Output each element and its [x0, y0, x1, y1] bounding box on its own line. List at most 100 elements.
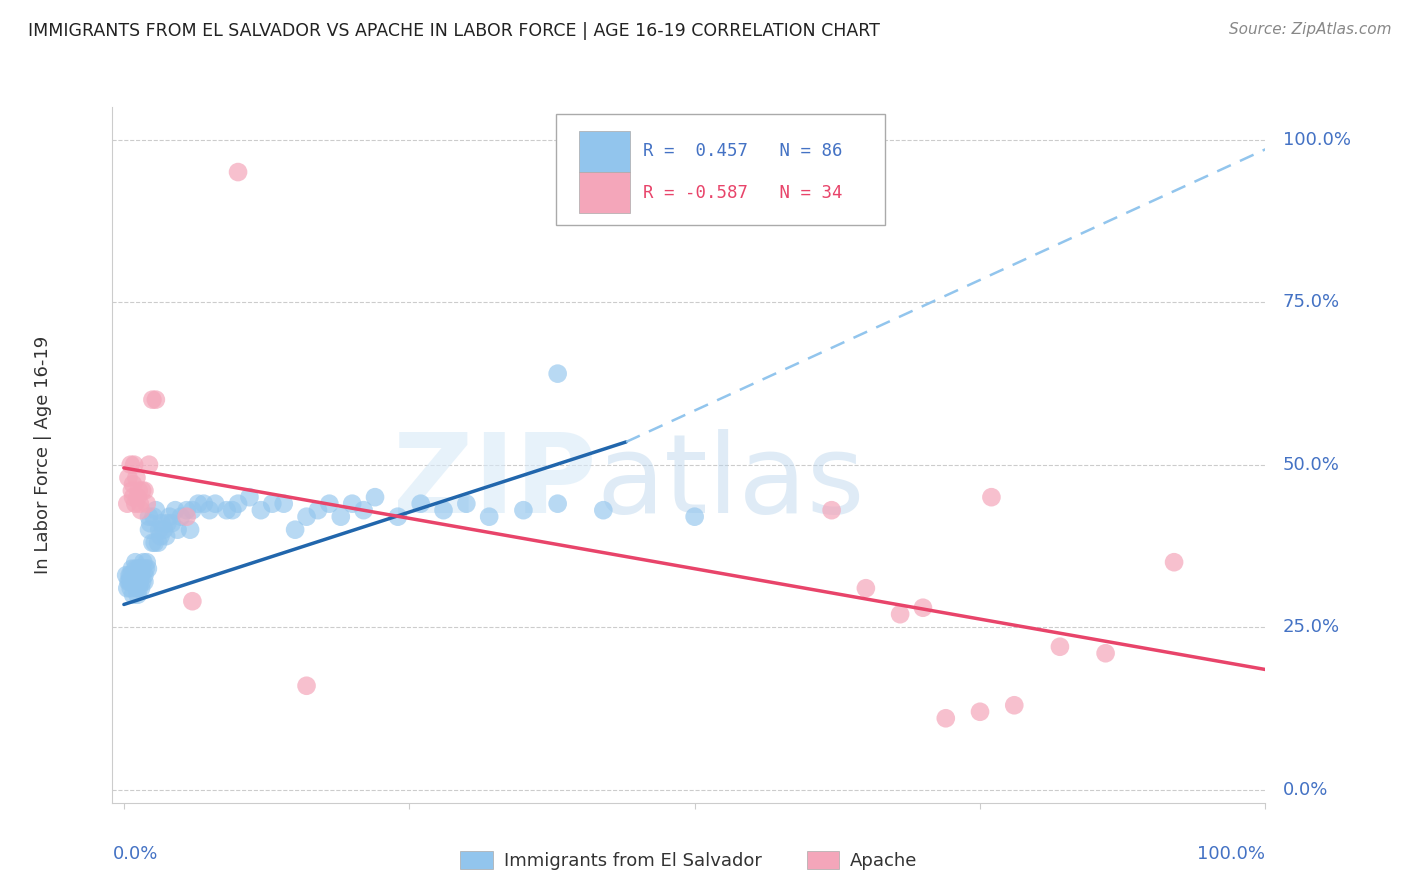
Text: 0.0%: 0.0%	[1282, 780, 1329, 799]
Point	[135, 562, 157, 576]
Point	[155, 529, 177, 543]
Point	[170, 509, 193, 524]
Point	[132, 555, 155, 569]
Point	[122, 574, 145, 589]
Point	[221, 503, 243, 517]
Text: 75.0%: 75.0%	[1282, 293, 1340, 311]
Point	[262, 497, 284, 511]
Point	[432, 503, 454, 517]
FancyBboxPatch shape	[579, 172, 630, 213]
Point	[121, 562, 143, 576]
Point	[295, 679, 318, 693]
Point	[149, 529, 172, 543]
Point	[134, 568, 156, 582]
Point	[889, 607, 911, 622]
Point	[120, 568, 142, 582]
Text: R = -0.587   N = 34: R = -0.587 N = 34	[643, 184, 842, 202]
Point	[141, 392, 163, 407]
Point	[117, 471, 139, 485]
Point	[122, 588, 145, 602]
Text: R =  0.457   N = 86: R = 0.457 N = 86	[643, 142, 842, 160]
Point	[131, 483, 153, 498]
Point	[295, 509, 318, 524]
Point	[166, 523, 188, 537]
Point	[1163, 555, 1185, 569]
Point	[969, 705, 991, 719]
Point	[142, 509, 165, 524]
Point	[181, 503, 204, 517]
Point	[273, 497, 295, 511]
Point	[145, 392, 167, 407]
Point	[146, 535, 169, 549]
Point	[329, 509, 352, 524]
Point	[181, 594, 204, 608]
Point	[128, 497, 150, 511]
Point	[122, 490, 145, 504]
Point	[592, 503, 614, 517]
Point	[124, 562, 146, 576]
FancyBboxPatch shape	[557, 114, 884, 226]
Point	[135, 555, 157, 569]
Point	[855, 581, 877, 595]
FancyBboxPatch shape	[579, 131, 630, 172]
Point	[120, 581, 142, 595]
Point	[1094, 646, 1116, 660]
Point	[129, 581, 152, 595]
Point	[215, 503, 238, 517]
Point	[131, 562, 153, 576]
Point	[340, 497, 363, 511]
Point	[124, 568, 146, 582]
Point	[125, 568, 148, 582]
Point	[1049, 640, 1071, 654]
Point	[187, 497, 209, 511]
Point	[135, 497, 157, 511]
Point	[318, 497, 340, 511]
Point	[118, 568, 141, 582]
Point	[153, 523, 176, 537]
Point	[125, 471, 148, 485]
Text: Source: ZipAtlas.com: Source: ZipAtlas.com	[1229, 22, 1392, 37]
Point	[547, 367, 569, 381]
Point	[127, 562, 149, 576]
Point	[124, 497, 146, 511]
Point	[136, 562, 159, 576]
Point	[150, 516, 173, 531]
Point	[179, 523, 201, 537]
Point	[141, 535, 163, 549]
Point	[128, 562, 150, 576]
Point	[911, 600, 934, 615]
Point	[512, 503, 534, 517]
Text: ZIP: ZIP	[394, 429, 596, 536]
Point	[409, 497, 432, 511]
Text: 50.0%: 50.0%	[1282, 456, 1340, 474]
Point	[128, 581, 150, 595]
Point	[176, 509, 198, 524]
Text: IMMIGRANTS FROM EL SALVADOR VS APACHE IN LABOR FORCE | AGE 16-19 CORRELATION CHA: IMMIGRANTS FROM EL SALVADOR VS APACHE IN…	[28, 22, 880, 40]
Point	[238, 490, 260, 504]
Point	[193, 497, 215, 511]
Point	[138, 509, 160, 524]
Point	[284, 523, 307, 537]
Point	[128, 568, 150, 582]
Point	[143, 535, 166, 549]
Point	[226, 497, 249, 511]
Point	[456, 497, 478, 511]
Point	[176, 503, 198, 517]
Text: 0.0%: 0.0%	[112, 845, 157, 863]
Point	[165, 503, 187, 517]
Point	[156, 516, 179, 531]
Point	[139, 516, 162, 531]
Point	[118, 574, 141, 589]
Point	[138, 523, 160, 537]
Point	[121, 483, 143, 498]
Point	[148, 523, 170, 537]
Point	[134, 574, 156, 589]
Point	[115, 568, 138, 582]
Point	[125, 581, 148, 595]
Point	[387, 509, 409, 524]
Point	[129, 568, 152, 582]
Point	[250, 503, 273, 517]
Point	[122, 458, 145, 472]
Point	[145, 503, 167, 517]
Text: In Labor Force | Age 16-19: In Labor Force | Age 16-19	[34, 335, 52, 574]
